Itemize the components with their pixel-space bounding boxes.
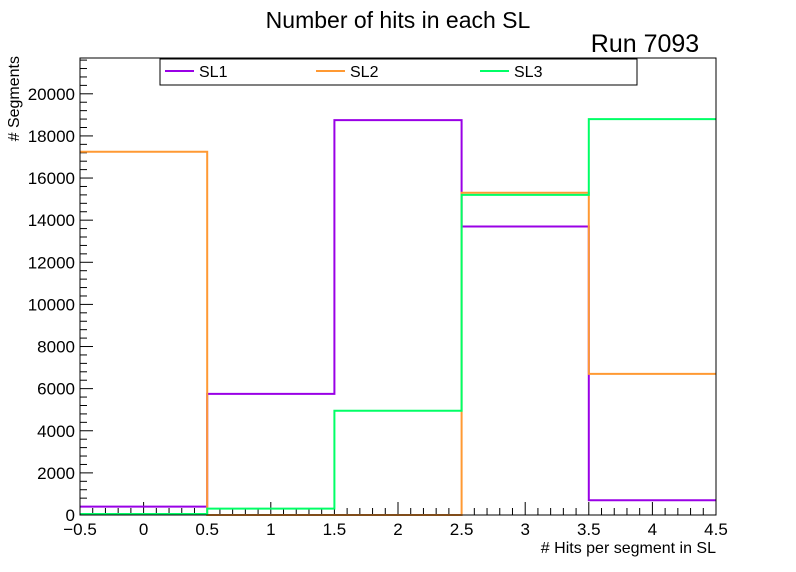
x-tick-label: 3.5 <box>577 520 601 539</box>
plot-frame <box>79 57 717 516</box>
y-tick-label: 8000 <box>37 338 75 357</box>
legend-label-sl3: SL3 <box>514 64 543 81</box>
run-annotation: Run 7093 <box>591 30 699 58</box>
legend: SL1 SL2 SL3 <box>159 58 638 86</box>
x-tick-label: 4 <box>648 520 657 539</box>
y-tick-label: 12000 <box>28 253 75 272</box>
y-tick-label: 10000 <box>28 295 75 314</box>
x-tick-label: 0 <box>139 520 148 539</box>
x-axis-label: # Hits per segment in SL <box>541 540 716 557</box>
x-tick-label: −0.5 <box>63 520 97 539</box>
x-tick-label: 2.5 <box>450 520 474 539</box>
legend-entries: SL1 SL2 SL3 <box>165 64 543 81</box>
y-tick-labels: 0 2000 4000 6000 8000 10000 12000 14000 16000 180… <box>28 85 75 525</box>
y-tick-label: 18000 <box>28 127 75 146</box>
y-tick-label: 2000 <box>37 464 75 483</box>
x-tick-label: 2 <box>393 520 402 539</box>
y-tick-label: 4000 <box>37 422 75 441</box>
series-sl3-line <box>80 118 716 515</box>
legend-box <box>159 58 638 86</box>
x-tick-label: 1.5 <box>323 520 347 539</box>
y-tick-label: 20000 <box>28 85 75 104</box>
y-axis-label: # Segments <box>6 56 23 141</box>
x-tick-label: 1 <box>266 520 275 539</box>
legend-label-sl2: SL2 <box>350 64 379 81</box>
y-tick-label: 6000 <box>37 380 75 399</box>
x-tick-label: 0.5 <box>195 520 219 539</box>
y-tick-label: 0 <box>66 506 75 525</box>
legend-label-sl1: SL1 <box>199 64 228 81</box>
x-tick-label: 4.5 <box>704 520 728 539</box>
x-tick-label: 3 <box>520 520 529 539</box>
x-tick-labels: −0.5 0 0.5 1 1.5 2 2.5 3 3.5 4 4.5 <box>63 520 728 539</box>
y-tick-label: 16000 <box>28 169 75 188</box>
y-tick-label: 14000 <box>28 211 75 230</box>
chart-title: Number of hits in each SL <box>266 7 531 33</box>
